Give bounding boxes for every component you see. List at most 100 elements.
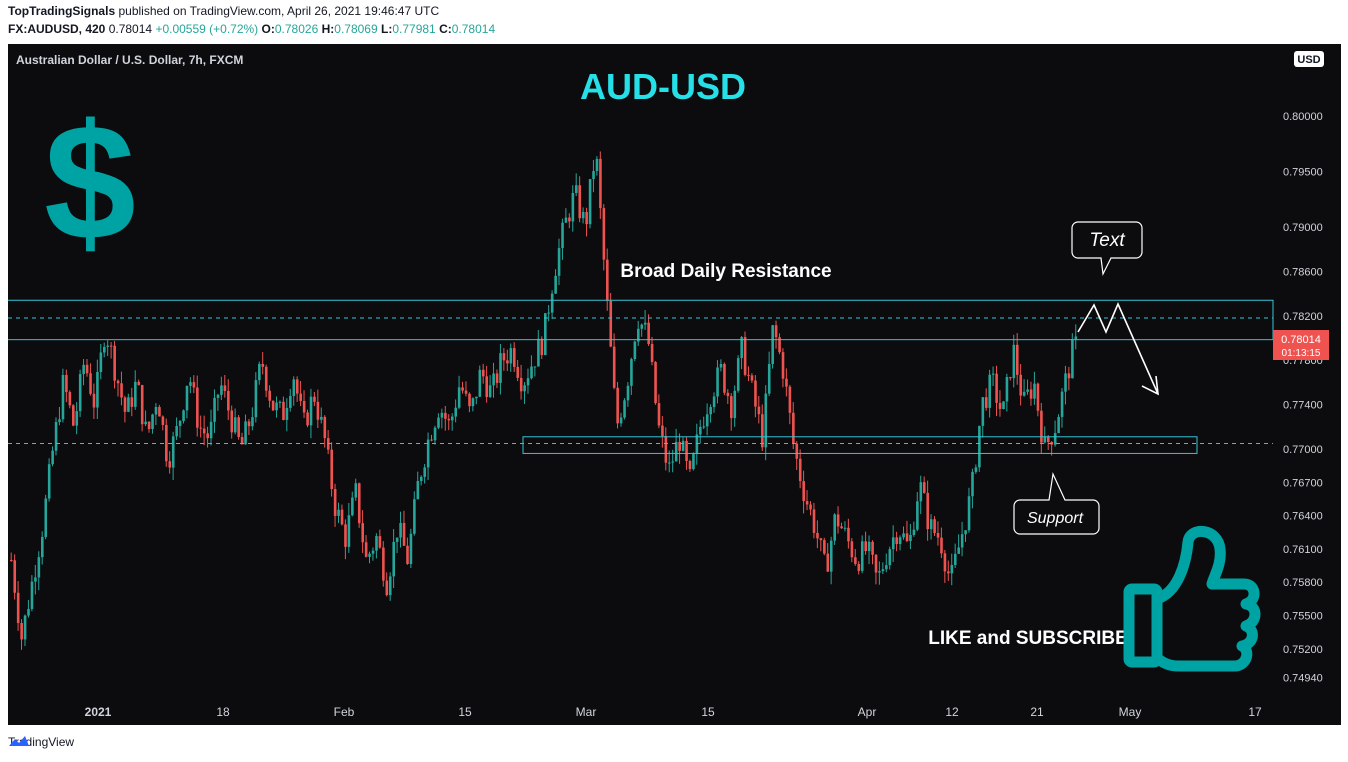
currency-badge-bg[interactable] <box>1294 51 1324 67</box>
text-bubble[interactable] <box>1071 221 1143 277</box>
candle-body <box>888 549 892 566</box>
candle-body <box>599 158 602 209</box>
candle-body <box>258 363 261 381</box>
candle-body <box>809 504 812 510</box>
candle-body <box>878 571 881 573</box>
author-name[interactable]: TopTradingSignals <box>8 4 116 18</box>
candle-body <box>643 322 647 325</box>
price-axis: 0.800000.795000.790000.786000.782000.778… <box>1283 111 1323 685</box>
candle-body <box>75 411 79 426</box>
candle-body <box>619 417 623 424</box>
candle-body <box>981 397 985 426</box>
candle-body <box>440 412 444 418</box>
candle-body <box>512 348 516 367</box>
currency-badge[interactable]: USD <box>1297 54 1320 66</box>
y-tick-label: 0.80000 <box>1283 111 1323 123</box>
candle-body <box>96 371 99 408</box>
candle-body <box>674 441 678 462</box>
last-price-tag[interactable] <box>1273 330 1329 360</box>
candle-body <box>792 412 795 444</box>
candle-body <box>189 382 192 386</box>
candle-body <box>871 541 874 555</box>
candle-body <box>120 383 123 398</box>
candle-body <box>557 248 561 276</box>
candle-body <box>712 396 716 408</box>
candle-body <box>664 436 668 463</box>
candle-body <box>406 545 409 564</box>
candle-body <box>502 353 506 361</box>
candle-body <box>860 541 864 571</box>
support-bubble[interactable] <box>1013 471 1100 535</box>
candle-body <box>1043 437 1047 443</box>
candle-body <box>554 275 557 294</box>
support-zone[interactable] <box>522 436 1198 454</box>
candle-body <box>399 522 402 538</box>
candle-body <box>244 421 247 445</box>
candle-body <box>561 222 564 249</box>
candle-body <box>564 217 568 223</box>
candle-body <box>668 462 671 464</box>
candle-body <box>902 533 905 538</box>
tradingview-footer[interactable]: TradingView <box>8 735 74 749</box>
candle-body <box>571 192 575 222</box>
candle-body <box>633 341 637 360</box>
candle-body <box>688 461 692 470</box>
candle-body <box>495 373 499 383</box>
y-tick-label: 0.77000 <box>1283 444 1323 456</box>
resistance-zone[interactable] <box>8 299 1274 341</box>
candle-body <box>905 533 909 542</box>
candle-body <box>454 407 458 417</box>
candle-body <box>199 427 203 429</box>
candle-body <box>612 346 616 388</box>
candle-body <box>933 519 936 534</box>
candle-body <box>516 366 520 378</box>
support-bubble-label: Support <box>1027 510 1084 527</box>
candle-body <box>371 550 375 554</box>
candle-body <box>778 337 781 353</box>
candle-body <box>747 374 750 376</box>
candle-body <box>72 405 75 426</box>
candle-body <box>330 449 333 490</box>
candle-body <box>816 532 819 539</box>
candle-body <box>41 536 44 558</box>
cta-text: LIKE and SUBSCRIBE <box>928 628 1128 649</box>
candle-body <box>130 397 134 407</box>
chart-canvas[interactable]: 0.800000.795000.790000.786000.782000.778… <box>8 44 1341 725</box>
candle-body <box>829 540 833 572</box>
candle-body <box>313 396 316 402</box>
candle-body <box>175 425 178 437</box>
candle-body <box>547 312 551 314</box>
candle-body <box>20 622 23 640</box>
candle-body <box>220 385 223 395</box>
candle-body <box>533 366 537 368</box>
candle-body <box>351 497 354 516</box>
chart-panel[interactable]: 0.80000 0.79500 0.79000 0.78600 0.78200 0.778… <box>8 44 1341 725</box>
candle-body <box>230 410 234 433</box>
candle-body <box>537 338 540 367</box>
candle-body <box>165 424 168 462</box>
candle-body <box>123 397 127 412</box>
x-tick-label: Apr <box>858 705 877 719</box>
candle-body <box>692 454 695 470</box>
projection-path[interactable] <box>1077 302 1159 395</box>
candle-body <box>278 401 282 403</box>
candle-body <box>895 537 899 545</box>
candle-body <box>716 367 719 397</box>
candle-body <box>843 527 847 529</box>
last-price-tag-value: 0.78014 <box>1281 334 1321 346</box>
candle-body <box>89 373 92 394</box>
candle-body <box>609 300 613 347</box>
candle-body <box>953 553 957 565</box>
candle-body <box>240 436 244 445</box>
candle-body <box>964 530 967 535</box>
candle-body <box>1022 391 1026 396</box>
candle-body <box>1074 336 1078 340</box>
candle-body <box>754 380 757 407</box>
candle-body <box>819 538 823 541</box>
candle-body <box>912 529 916 535</box>
candle-body <box>826 553 830 572</box>
x-tick-label: 15 <box>458 705 472 719</box>
candle-body <box>623 400 626 418</box>
candle-body <box>209 421 213 439</box>
candle-body <box>995 373 998 403</box>
